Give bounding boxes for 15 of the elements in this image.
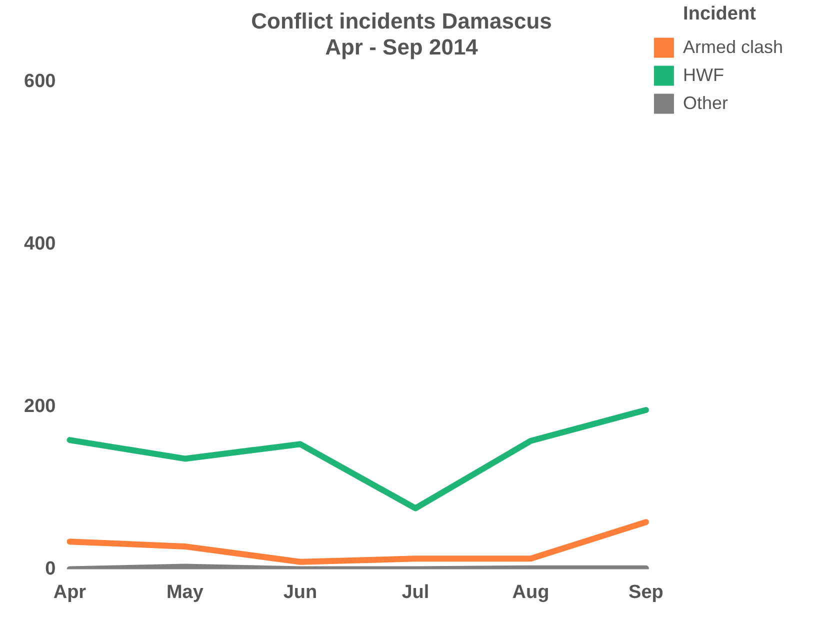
x-tick-label: Jul (402, 582, 430, 603)
legend-label: Armed clash (682, 36, 784, 57)
x-tick-label: May (166, 582, 204, 603)
y-tick-label: 0 (45, 558, 56, 580)
chart-title: Conflict incidents Damascus Apr - Sep 2014 (251, 8, 552, 60)
x-tick-label: Jun (283, 582, 318, 603)
x-tick-label: Apr (53, 582, 87, 603)
x-tick-label: Aug (512, 582, 550, 603)
y-tick-label: 200 (24, 396, 56, 417)
y-tick-label: 600 (24, 71, 56, 92)
y-tick-label: 400 (24, 234, 56, 254)
legend-title: Incident (683, 4, 757, 25)
x-tick-label: Sep (628, 582, 664, 603)
legend-label: Other (682, 92, 728, 113)
legend-label: HWF (682, 64, 724, 85)
